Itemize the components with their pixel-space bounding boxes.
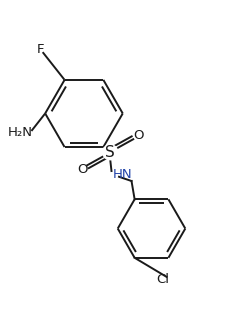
Text: Cl: Cl (156, 273, 169, 286)
Text: H₂N: H₂N (8, 126, 33, 139)
Text: F: F (36, 43, 44, 56)
Text: S: S (105, 145, 115, 160)
Circle shape (102, 145, 117, 160)
Text: O: O (133, 129, 143, 142)
Text: HN: HN (112, 168, 132, 181)
Text: O: O (77, 163, 87, 176)
